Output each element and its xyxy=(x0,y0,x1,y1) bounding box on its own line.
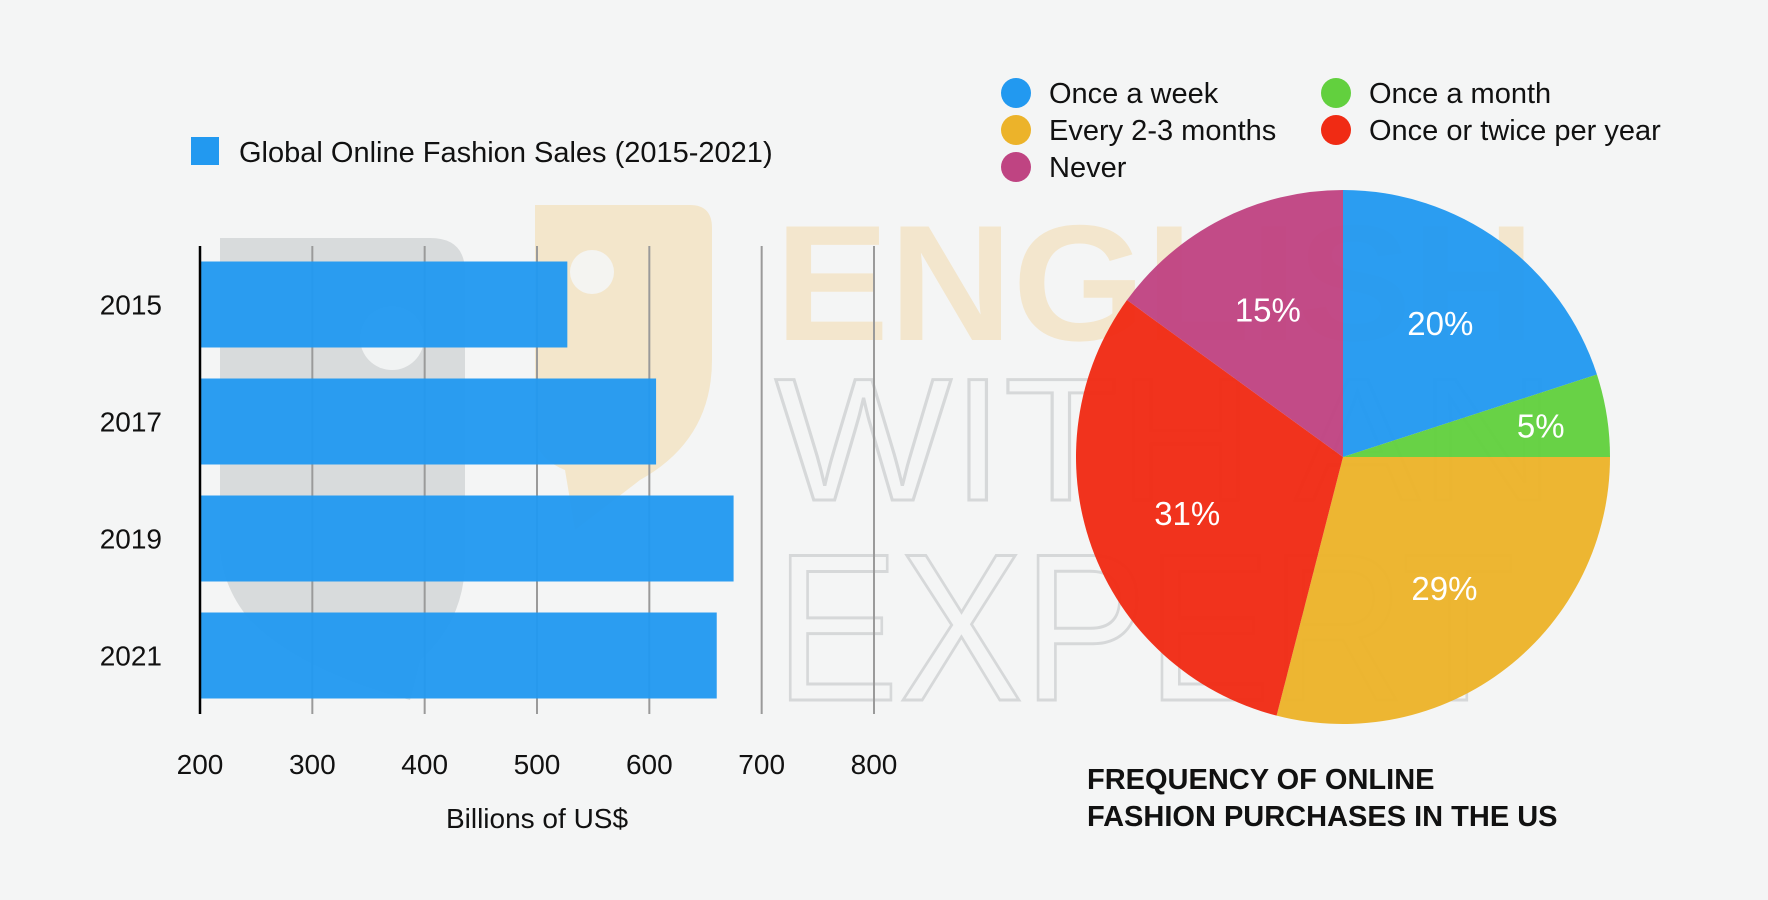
pie-value-label: 5% xyxy=(1517,408,1565,445)
legend-swatch xyxy=(1001,78,1031,108)
x-axis-title: Billions of US$ xyxy=(446,803,629,834)
x-tick-label: 300 xyxy=(289,749,336,780)
pie-slice-once-a-week xyxy=(1343,189,1597,457)
pie-slice-every-2-3-months xyxy=(1276,457,1610,724)
legend-label: Never xyxy=(1049,152,1127,184)
x-tick-label: 400 xyxy=(401,749,448,780)
pie-title-line: FASHION PURCHASES IN THE US xyxy=(1087,801,1558,833)
y-tick-label: 2019 xyxy=(100,524,162,555)
logo-beige-shape-icon xyxy=(535,205,712,530)
pie-value-label: 29% xyxy=(1411,570,1477,607)
pie-slice-once-or-twice-per-year xyxy=(1076,300,1343,716)
y-tick-label: 2017 xyxy=(100,407,162,438)
x-tick-label: 800 xyxy=(851,749,898,780)
bar-chart: 2015 2017 2019 2021 200 300 400 500 600 700 800 Bil… xyxy=(100,137,898,834)
legend-label: Global Online Fashion Sales (2015-2021) xyxy=(239,137,773,169)
bar-2021 xyxy=(200,612,717,699)
legend-swatch xyxy=(1001,152,1031,182)
legend-swatch xyxy=(1001,115,1031,145)
logo-dot-icon xyxy=(570,250,614,294)
y-tick-label: 2015 xyxy=(100,290,162,321)
legend-swatch xyxy=(1321,78,1351,108)
bar-2017 xyxy=(200,378,657,465)
y-tick-label: 2021 xyxy=(100,641,162,672)
legend-label: Once or twice per year xyxy=(1369,115,1661,147)
x-tick-label: 700 xyxy=(738,749,785,780)
bar-2015 xyxy=(200,261,568,348)
pie-title-line: FREQUENCY OF ONLINE xyxy=(1087,764,1435,796)
legend-swatch xyxy=(191,137,219,165)
pie-value-label: 20% xyxy=(1407,305,1473,342)
legend-swatch xyxy=(1321,115,1351,145)
x-tick-label: 500 xyxy=(514,749,561,780)
legend-label: Once a week xyxy=(1049,78,1219,110)
pie-chart: 20% 5% 29% 31% 15% Once a week Once a month Eve… xyxy=(1001,78,1661,833)
x-tick-label: 600 xyxy=(626,749,673,780)
pie-value-label: 31% xyxy=(1154,495,1220,532)
pie-value-label: 15% xyxy=(1235,292,1301,329)
bar-2019 xyxy=(200,495,734,582)
pie-slice-once-a-month xyxy=(1343,374,1610,457)
legend-label: Once a month xyxy=(1369,78,1551,110)
x-tick-label: 200 xyxy=(177,749,224,780)
legend-label: Every 2-3 months xyxy=(1049,115,1276,147)
pie-slice-never xyxy=(1126,190,1343,457)
